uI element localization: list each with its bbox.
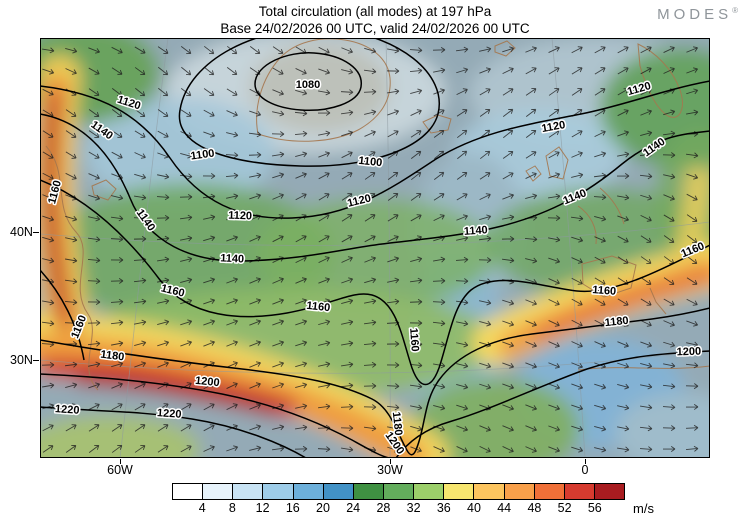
colorbar-cell xyxy=(353,484,384,499)
contour-label: 1160 xyxy=(306,300,331,314)
contour-label: 1220 xyxy=(157,407,182,421)
colorbar-cell xyxy=(173,484,204,499)
colorbar-units-label: m/s xyxy=(633,501,654,516)
registered-mark: ® xyxy=(732,6,738,15)
colorbar-tick-label: 48 xyxy=(527,501,542,515)
colorbar-tick-label: 32 xyxy=(406,501,421,515)
contour-label: 1100 xyxy=(190,147,215,162)
colorbar-cell xyxy=(564,484,595,499)
colorbar-tick-label: 36 xyxy=(436,501,451,515)
colorbar-cell xyxy=(233,484,264,499)
colorbar-cell xyxy=(534,484,565,499)
contour-label: 1080 xyxy=(296,79,320,91)
colorbar-tick-label: 8 xyxy=(228,501,236,515)
contour-label: 1120 xyxy=(541,119,567,135)
colorbar-tick-label: 56 xyxy=(587,501,602,515)
chart-header: Total circulation (all modes) at 197 hPa… xyxy=(40,3,710,37)
yaxis-tick-40n xyxy=(33,232,39,233)
contour-label: 1200 xyxy=(676,346,701,359)
contour-label: 1220 xyxy=(55,403,80,417)
map-canvas: 1080 1100 1100 1120 1120 1120 1120 1120 … xyxy=(40,38,710,458)
yaxis-tick-30n xyxy=(33,360,39,361)
colorbar-cell xyxy=(293,484,324,499)
contour-label: 1140 xyxy=(463,224,488,238)
contour-label: 1160 xyxy=(592,284,617,298)
contour-label: 1120 xyxy=(228,210,252,223)
colorbar-tick-label: 24 xyxy=(346,501,361,515)
chart-subtitle: Base 24/02/2026 00 UTC, valid 24/02/2026… xyxy=(220,21,530,36)
colorbar-cell xyxy=(323,484,354,499)
colorbar-cell xyxy=(444,484,475,499)
graticule-layer xyxy=(40,38,710,458)
colorbar-cell xyxy=(474,484,505,499)
colorbar-tick-label: 28 xyxy=(376,501,391,515)
contour-label: 1140 xyxy=(220,252,244,265)
chart-title: Total circulation (all modes) at 197 hPa xyxy=(258,4,492,19)
xaxis-label-0: 0 xyxy=(581,463,589,477)
colorbar-tick-label: 40 xyxy=(467,501,481,515)
colorbar-tick-label: 52 xyxy=(557,501,572,515)
colorbar-cell xyxy=(383,484,415,499)
xaxis-tick-60w xyxy=(120,459,121,464)
colorbar-tick-label: 4 xyxy=(198,501,206,515)
colorbar-cell xyxy=(263,484,294,499)
yaxis-label-40n: 40N xyxy=(10,225,33,239)
colorbar-tick-label: 12 xyxy=(255,501,270,515)
xaxis-tick-30w xyxy=(390,459,391,464)
xaxis-tick-0 xyxy=(585,459,586,464)
contour-label: 1200 xyxy=(195,375,221,389)
colorbar-cell xyxy=(594,484,625,499)
map-svg: 1080 1100 1100 1120 1120 1120 1120 1120 … xyxy=(40,38,710,458)
colorbar-cell xyxy=(414,484,445,499)
contour-label: 1180 xyxy=(390,411,404,436)
colorbar-ticks: 4 8 12 16 20 24 28 32 36 40 44 48 52 56 xyxy=(172,501,625,516)
colorbar xyxy=(172,483,625,500)
modes-logo-text: MODES xyxy=(657,6,733,23)
colorbar-cell xyxy=(203,484,234,499)
colorbar-cell xyxy=(504,484,535,499)
xaxis-label-60w: 60W xyxy=(107,463,133,477)
contour-label: 1180 xyxy=(100,349,125,364)
colorbar-tick-label: 16 xyxy=(285,501,300,515)
xaxis-label-30w: 30W xyxy=(377,463,403,477)
contour-label: 1100 xyxy=(358,155,383,169)
contour-labels-layer: 1080 1100 1100 1120 1120 1120 1120 1120 … xyxy=(45,78,708,459)
modes-logo: MODES® xyxy=(657,6,738,23)
map-frame xyxy=(40,38,710,458)
contour-label: 1160 xyxy=(407,327,421,352)
contour-label: 1180 xyxy=(604,315,629,329)
yaxis-label-30n: 30N xyxy=(10,353,33,367)
colorbar-tick-label: 44 xyxy=(497,501,512,515)
colorbar-tick-label: 20 xyxy=(316,501,330,515)
